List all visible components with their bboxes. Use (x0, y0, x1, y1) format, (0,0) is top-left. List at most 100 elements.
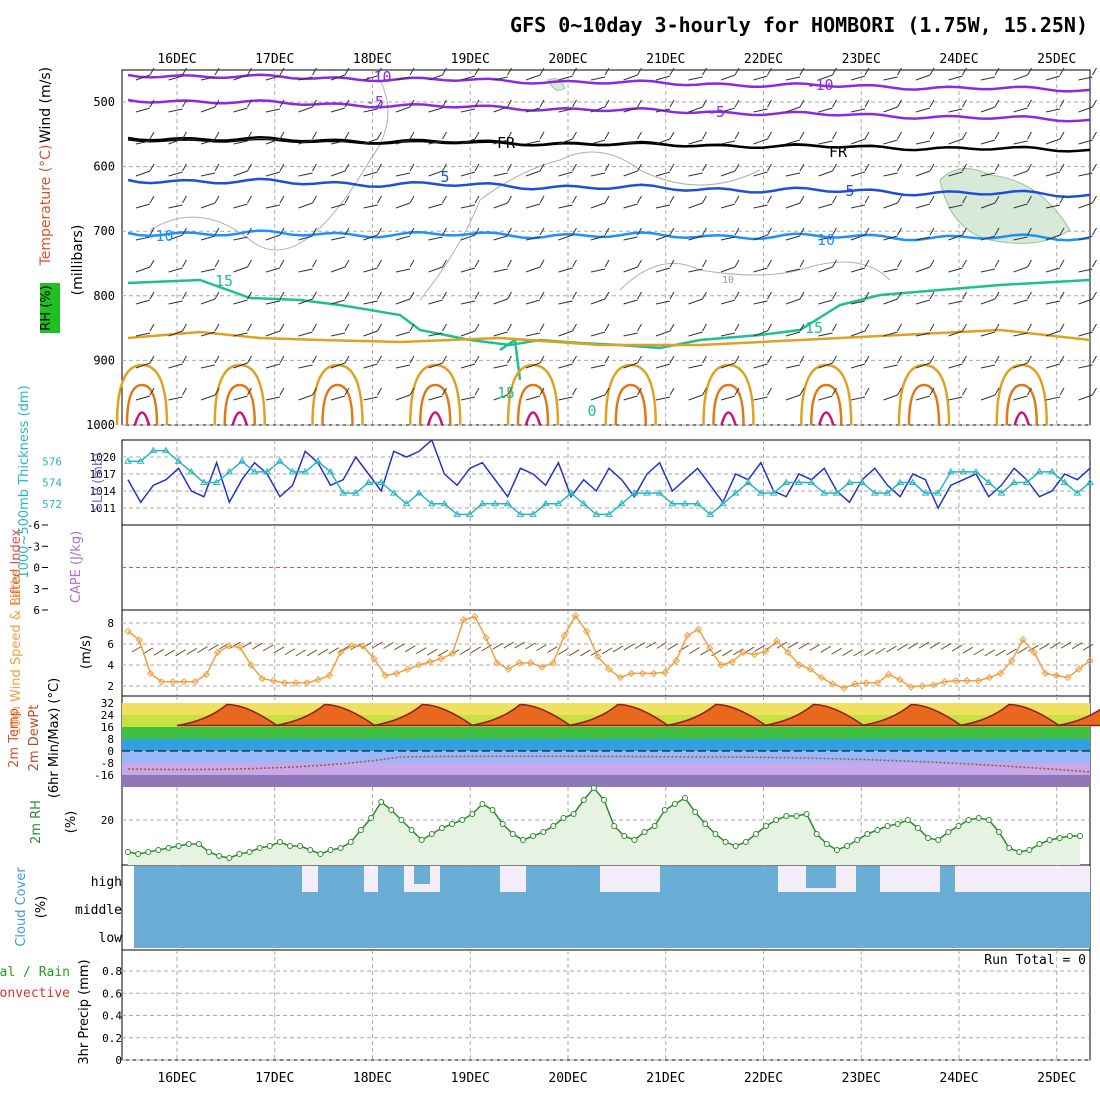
rh-contour (149, 79, 389, 251)
wind-barb (655, 204, 671, 209)
wind-barb-flag (897, 67, 902, 76)
date-label-bottom: 20DEC (548, 1071, 587, 1086)
wind-barb-flag (864, 259, 870, 268)
wind10-series-marker (840, 684, 848, 692)
wind-barb-flag (994, 355, 1000, 364)
wind-barb-flag (1027, 323, 1032, 332)
wind-barb-flag (149, 355, 155, 364)
cloud-high-block (806, 866, 836, 888)
thickness-series-marker (1073, 489, 1082, 496)
thickness-series-marker (529, 510, 537, 517)
isotherm-diurnal-loop (995, 363, 1048, 426)
wind-barb-flag (669, 291, 675, 300)
wind-barb-flag (864, 195, 870, 204)
wind-barb-flag (409, 131, 415, 140)
wind-barb-flag (702, 227, 707, 236)
slp-tick: 1014 (90, 485, 117, 498)
rh-series-marker (560, 815, 567, 821)
rh-series-marker (763, 823, 770, 829)
wind10-series-marker (191, 678, 199, 686)
upper-ylabel-rh: RH (%) (39, 285, 54, 330)
upper-ytick-label: 500 (93, 95, 115, 109)
wind-barb-flag (182, 195, 187, 204)
wind-barb (883, 298, 898, 305)
date-label-top: 24DEC (939, 52, 978, 67)
wind-barb (850, 300, 866, 305)
wind-barb-flag (1092, 291, 1097, 300)
thickness-series-marker (187, 467, 196, 475)
wind10-tick: 4 (107, 659, 114, 672)
wind-barb (688, 331, 703, 337)
wind-barb-flag (767, 355, 772, 364)
rh-series-marker (1006, 845, 1013, 851)
wind-barb (590, 202, 606, 209)
wind-barb (168, 234, 183, 241)
wind-barb (233, 203, 248, 209)
rh-series-marker (246, 849, 253, 855)
rh-ylabel-unit: (%) (64, 811, 79, 834)
wind-barb (135, 266, 151, 273)
wind-barb-flag (539, 195, 545, 204)
rh-series-marker (682, 795, 689, 801)
isotherm-diurnal-loop-inner (516, 383, 550, 426)
wind-barb-flag (1059, 195, 1065, 204)
wind-barb (720, 299, 736, 305)
wind-barb-flag (344, 163, 350, 172)
wind-barb-flag (344, 291, 350, 300)
wind-barb (135, 107, 151, 113)
wind-barb (298, 172, 313, 177)
wind-barb (135, 299, 151, 305)
isotherm-diurnal-loop-inner (321, 383, 354, 426)
wind-barb-flag (539, 67, 545, 76)
wind-barb-flag (507, 67, 512, 76)
wind-barb (753, 108, 768, 113)
wind-barb-flag (962, 355, 967, 364)
wind10-series-marker (314, 675, 322, 684)
wind10-series-marker (381, 671, 389, 680)
slp-ylabel-thickness: 1000~500mb Thickness (dm) (17, 385, 32, 578)
wind-barb (915, 236, 931, 241)
wind-barb-flag (539, 259, 545, 268)
wind-barb (460, 138, 476, 145)
isotherm-diurnal-loop-inner (907, 383, 941, 426)
wind-barb-flag (1027, 355, 1032, 364)
rh-series-marker (519, 837, 526, 843)
wind-barb (688, 76, 703, 81)
wind-barb (1045, 108, 1061, 113)
wind-barb-flag (409, 99, 415, 108)
thickness-tick: 576 (42, 455, 62, 468)
rh-series-marker (722, 839, 729, 845)
wind-barb-flag (312, 195, 317, 204)
wind-barb (980, 298, 996, 305)
wind-barb (915, 107, 931, 113)
wind-barb-flag (669, 259, 675, 268)
wind-barb-flag (474, 323, 480, 332)
thickness-series-marker (238, 457, 246, 464)
wind-barb-flag (1027, 163, 1032, 172)
thickness-series-marker (402, 499, 411, 507)
wind-barb-flag (669, 99, 675, 108)
wind-barb-flag (409, 227, 415, 236)
wind-barb (460, 396, 476, 401)
wind-barb (525, 203, 541, 209)
wind-barb-flag (312, 259, 317, 268)
wind-barb-flag (474, 131, 480, 140)
wind-barb (688, 172, 703, 177)
wind10-series-marker (459, 616, 468, 624)
wind-barb-flag (604, 355, 610, 364)
wind-barb (1078, 364, 1093, 369)
isotherm-20 (127, 328, 1091, 347)
thickness-series-marker (896, 478, 905, 485)
wind-barb-flag (377, 291, 382, 300)
thickness-series-marker (744, 478, 753, 485)
wind-barb (363, 138, 378, 145)
wind-barb (948, 75, 963, 81)
wind-barb-flag (149, 67, 155, 76)
wind-barb-flag (182, 227, 187, 236)
isotherm-10 (127, 229, 1091, 242)
wind-barb (330, 140, 346, 145)
wind-barb (233, 266, 248, 273)
wind-barb-flag (637, 195, 642, 204)
wind-barb-flag (702, 355, 707, 364)
wind-barb (720, 203, 736, 209)
